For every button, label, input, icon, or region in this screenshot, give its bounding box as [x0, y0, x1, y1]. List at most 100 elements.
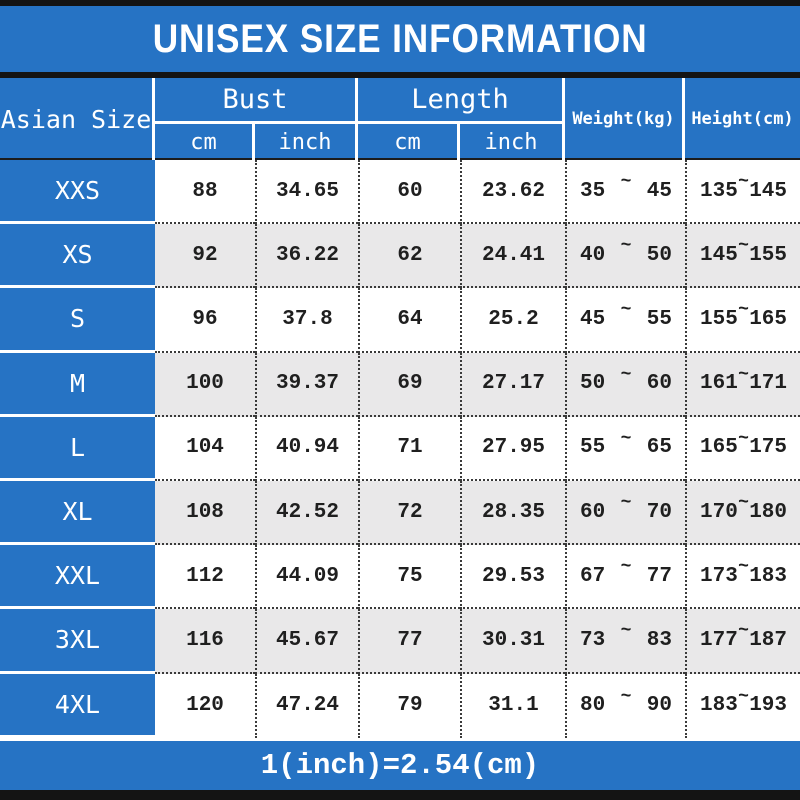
height-min-value: 173: [700, 564, 738, 588]
tilde-symbol: ~: [738, 621, 749, 642]
bust-inch-value: 47.24: [255, 673, 358, 738]
bust-cm-value: 100: [155, 353, 255, 417]
size-label: XXL: [0, 545, 155, 610]
length-cm-value: 69: [358, 352, 460, 417]
weight-max-value: 55: [646, 307, 672, 331]
table-row: S 96 37.8 64 25.2 45 ~ 55 155 ~ 165: [0, 288, 800, 353]
tilde-symbol: ~: [738, 493, 749, 514]
table-row: L 104 40.94 71 27.95 55 ~ 65 165 ~ 175: [0, 416, 800, 481]
title-separator: [0, 72, 800, 78]
subheader-bust-inch: inch: [255, 124, 358, 160]
tilde-symbol: ~: [620, 364, 632, 385]
tilde-symbol: ~: [620, 686, 632, 707]
weight-min-value: 55: [580, 436, 606, 460]
title-band: UNISEX SIZE INFORMATION: [0, 6, 800, 72]
table-row: 3XL 116 45.67 77 30.31 73 ~ 83 177 ~ 187: [0, 609, 800, 674]
size-label: XXS: [0, 160, 155, 225]
size-label: L: [0, 416, 155, 481]
bust-cm-value: 88: [155, 160, 255, 225]
column-header-length: Length: [358, 78, 565, 124]
length-inch-value: 27.95: [460, 416, 565, 481]
weight-max-value: 83: [646, 628, 672, 652]
tilde-symbol: ~: [620, 236, 632, 257]
height-max-value: 165: [749, 307, 787, 331]
footer-gap: [0, 737, 800, 741]
weight-max-value: 45: [646, 179, 672, 203]
weight-min-value: 35: [580, 179, 606, 203]
tilde-symbol: ~: [738, 686, 749, 707]
bust-inch-value: 34.65: [255, 160, 358, 225]
length-cm-value: 64: [358, 288, 460, 353]
weight-range: 60 ~ 70: [565, 480, 685, 546]
height-min-value: 165: [700, 436, 738, 460]
table-header: Asian Size Bust Length Weight(kg) Height…: [0, 78, 800, 160]
height-max-value: 155: [749, 243, 787, 267]
weight-range: 35 ~ 45: [565, 160, 685, 225]
table-row: 4XL 120 47.24 79 31.1 80 ~ 90 183 ~ 193: [0, 673, 800, 738]
tilde-symbol: ~: [620, 493, 632, 514]
height-range: 177 ~ 187: [685, 609, 800, 674]
bust-inch-value: 45.67: [255, 609, 358, 674]
height-range: 155 ~ 165: [685, 288, 800, 353]
weight-min-value: 40: [580, 243, 606, 267]
bust-inch-value: 39.37: [255, 352, 358, 417]
height-min-value: 183: [700, 694, 738, 718]
height-min-value: 177: [700, 628, 738, 652]
subheader-length-cm: cm: [358, 124, 460, 160]
tilde-symbol: ~: [620, 428, 632, 449]
height-range: 173 ~ 183: [685, 545, 800, 610]
bottom-border-bar: [0, 789, 800, 800]
size-label: XS: [0, 224, 155, 289]
height-range: 165 ~ 175: [685, 416, 800, 481]
height-range: 170 ~ 180: [685, 480, 800, 546]
weight-max-value: 50: [646, 243, 672, 267]
length-cm-value: 62: [358, 224, 460, 289]
bust-inch-value: 40.94: [255, 416, 358, 481]
length-cm-value: 72: [358, 480, 460, 546]
tilde-symbol: ~: [738, 428, 749, 449]
tilde-symbol: ~: [738, 557, 749, 578]
table-row: XL 108 42.52 72 28.35 60 ~ 70 170 ~ 180: [0, 480, 800, 546]
table-row: XXL 112 44.09 75 29.53 67 ~ 77 173 ~ 183: [0, 545, 800, 610]
height-max-value: 145: [749, 179, 787, 203]
length-inch-value: 28.35: [460, 480, 565, 546]
weight-min-value: 80: [580, 694, 606, 718]
table-row: M 100 39.37 69 27.17 50 ~ 60 161 ~ 171: [0, 352, 800, 417]
length-inch-value: 29.53: [460, 545, 565, 610]
tilde-symbol: ~: [738, 172, 749, 193]
bust-inch-value: 42.52: [255, 480, 358, 546]
top-border-bar: [0, 0, 800, 6]
tilde-symbol: ~: [620, 300, 632, 321]
bust-inch-value: 36.22: [255, 224, 358, 289]
height-min-value: 155: [700, 307, 738, 331]
table-row: XS 92 36.22 62 24.41 40 ~ 50 145 ~ 155: [0, 224, 800, 289]
page-title: UNISEX SIZE INFORMATION: [152, 16, 648, 61]
bust-cm-value: 120: [186, 694, 224, 718]
height-max-value: 175: [749, 436, 787, 460]
bust-cm-value: 92: [155, 224, 255, 289]
size-label: XL: [0, 480, 155, 546]
height-max-value: 187: [749, 628, 787, 652]
length-cm-value: 60: [358, 160, 460, 225]
height-max-value: 193: [749, 694, 787, 718]
length-cm-value: 71: [358, 416, 460, 481]
bust-cm-value: 112: [155, 545, 255, 610]
table-row: XXS 88 34.65 60 23.62 35 ~ 45 135 ~ 145: [0, 160, 800, 225]
tilde-symbol: ~: [738, 364, 749, 385]
length-inch-value: 27.17: [460, 352, 565, 417]
weight-range: 80 ~ 90: [565, 673, 685, 738]
length-cm-value: 79: [358, 673, 460, 738]
subheader-bust-cm: cm: [155, 124, 255, 160]
weight-min-value: 67: [580, 564, 606, 588]
weight-max-value: 77: [646, 564, 672, 588]
weight-max-value: 90: [646, 694, 672, 718]
height-min-value: 161: [700, 372, 738, 396]
column-header-height: Height(cm): [691, 109, 794, 129]
weight-range: 40 ~ 50: [565, 224, 685, 289]
weight-min-value: 60: [580, 500, 606, 524]
height-min-value: 170: [700, 500, 738, 524]
weight-range: 50 ~ 60: [565, 352, 685, 417]
bust-cm-value: 104: [155, 417, 255, 481]
tilde-symbol: ~: [738, 300, 749, 321]
length-inch-value: 31.1: [460, 673, 565, 738]
